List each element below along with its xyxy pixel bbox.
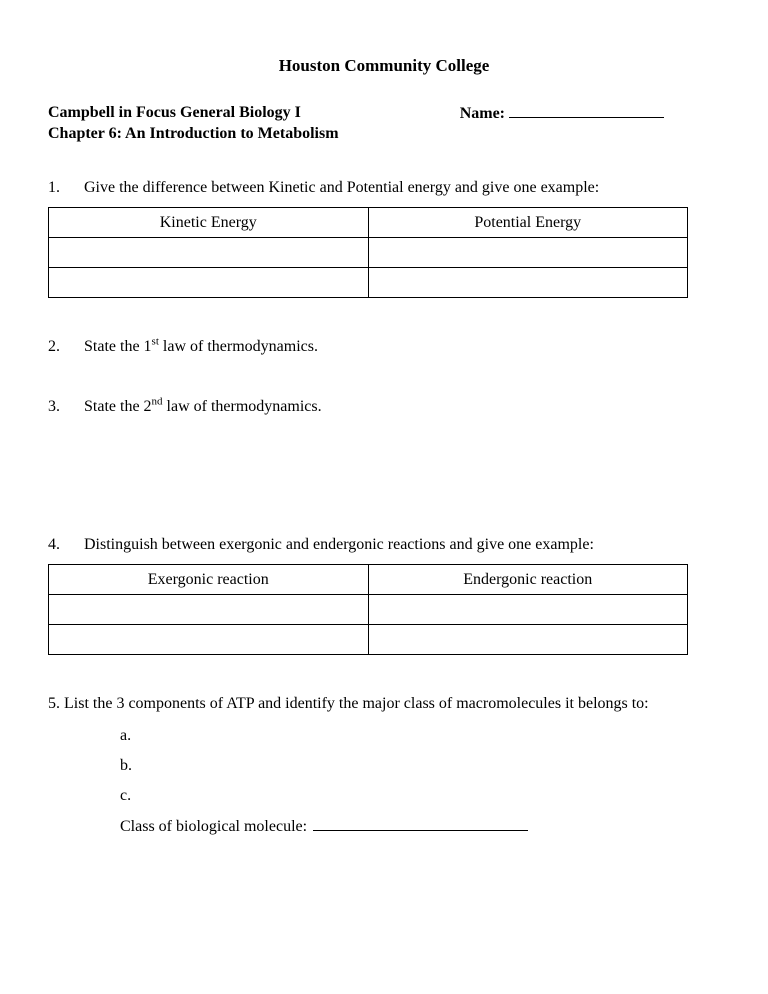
q1-col1-header: Kinetic Energy	[49, 208, 369, 238]
question-5: 5. List the 3 components of ATP and iden…	[48, 695, 720, 713]
q5-class-line: Class of biological molecule:	[120, 817, 720, 836]
q5-item-c: c.	[120, 787, 720, 805]
q4-table: Exergonic reaction Endergonic reaction	[48, 564, 688, 655]
name-label: Name:	[460, 105, 505, 123]
q1-col2-header: Potential Energy	[368, 208, 688, 238]
q1-table: Kinetic Energy Potential Energy	[48, 207, 688, 298]
q5-class-label: Class of biological molecule:	[120, 818, 307, 835]
table-row	[49, 268, 688, 298]
name-blank-line	[509, 104, 664, 118]
q5-blank-line	[313, 817, 528, 831]
table-row	[49, 595, 688, 625]
q4-col1-header: Exergonic reaction	[49, 565, 369, 595]
chapter-title: Chapter 6: An Introduction to Metabolism	[48, 125, 720, 143]
q2-number: 2.	[48, 338, 84, 356]
page-title: Houston Community College	[48, 56, 720, 76]
table-row	[49, 625, 688, 655]
q1-text: Give the difference between Kinetic and …	[84, 179, 720, 197]
table-row	[49, 238, 688, 268]
q3-text: State the 2nd law of thermodynamics.	[84, 398, 720, 416]
q2-text: State the 1st law of thermodynamics.	[84, 338, 720, 356]
name-field: Name:	[460, 104, 720, 123]
question-4: 4. Distinguish between exergonic and end…	[48, 536, 720, 554]
table-row: Kinetic Energy Potential Energy	[49, 208, 688, 238]
q3-number: 3.	[48, 398, 84, 416]
q1-number: 1.	[48, 179, 84, 197]
course-title: Campbell in Focus General Biology I	[48, 104, 301, 123]
q5-item-a: a.	[120, 727, 720, 745]
header-row: Campbell in Focus General Biology I Name…	[48, 104, 720, 123]
q5-sublist: a. b. c. Class of biological molecule:	[48, 727, 720, 836]
question-2: 2. State the 1st law of thermodynamics.	[48, 338, 720, 356]
q4-number: 4.	[48, 536, 84, 554]
table-row: Exergonic reaction Endergonic reaction	[49, 565, 688, 595]
q4-col2-header: Endergonic reaction	[368, 565, 688, 595]
question-1: 1. Give the difference between Kinetic a…	[48, 179, 720, 197]
q4-text: Distinguish between exergonic and enderg…	[84, 536, 720, 554]
q5-item-b: b.	[120, 757, 720, 775]
question-3: 3. State the 2nd law of thermodynamics.	[48, 398, 720, 416]
